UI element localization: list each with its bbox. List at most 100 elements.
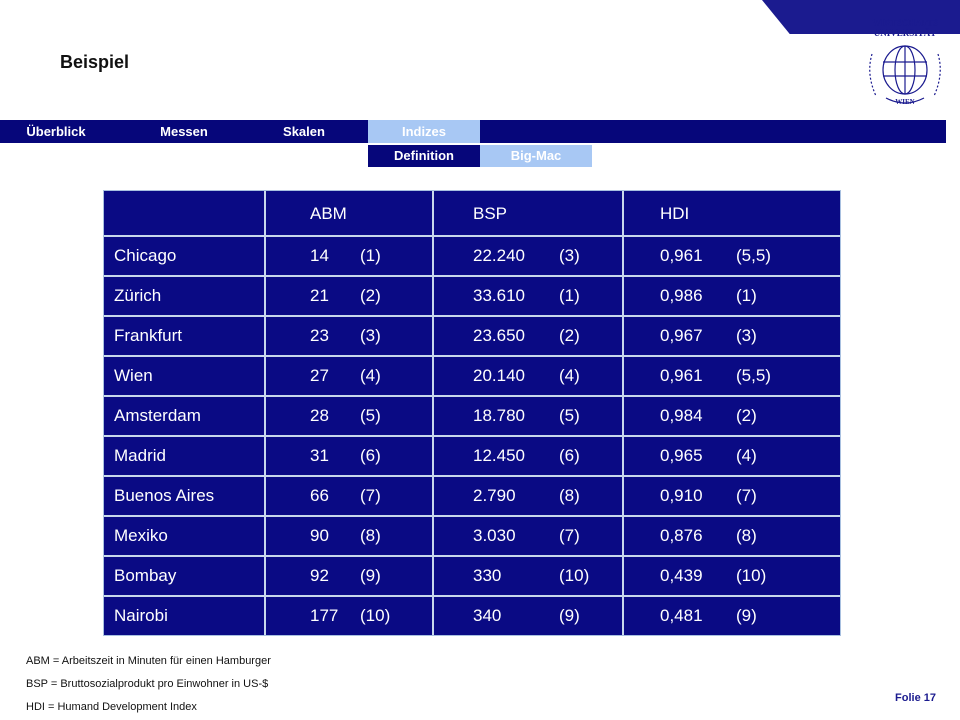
corner-wedge: [762, 0, 960, 34]
cell-abm: 23: [310, 326, 329, 345]
table-row: Buenos Aires 66 (7) 2.790 (8) 0,910 (7): [104, 475, 840, 515]
primary-navigation: Überblick Messen Skalen Indizes: [0, 120, 946, 143]
header-hdi: HDI: [660, 204, 690, 223]
cell-abm-rank: (7): [360, 486, 381, 505]
cell-hdi-rank: (9): [736, 606, 757, 625]
table-row: Frankfurt 23 (3) 23.650 (2) 0,967 (3): [104, 315, 840, 355]
cell-hdi: 0,439: [660, 566, 703, 585]
table-row: Chicago 14 (1) 22.240 (3) 0,961 (5,5): [104, 235, 840, 275]
nav-tab-skalen[interactable]: Skalen: [283, 124, 325, 139]
cell-hdi-rank: (7): [736, 486, 757, 505]
subnav-tab-big-mac[interactable]: Big-Mac: [480, 145, 592, 167]
header-abm: ABM: [310, 204, 347, 223]
cell-bsp-rank: (4): [559, 366, 580, 385]
footnote-bsp: BSP = Bruttosozialprodukt pro Einwohner …: [26, 678, 269, 690]
cell-abm-rank: (1): [360, 246, 381, 265]
nav-tab-messen[interactable]: Messen: [160, 124, 208, 139]
cell-city: Buenos Aires: [114, 486, 215, 505]
cell-bsp: 18.780: [473, 406, 525, 425]
comparison-table: ABM BSP HDI Chicago 14 (1) 22.240 (3) 0,961 (5…: [103, 190, 841, 636]
cell-city: Wien: [114, 366, 153, 385]
cell-city: Madrid: [114, 446, 166, 465]
cell-hdi: 0,961: [660, 366, 703, 385]
slide-title: Beispiel: [60, 52, 130, 72]
column-divider: [622, 191, 624, 635]
cell-bsp: 2.790: [473, 486, 516, 505]
cell-abm-rank: (10): [360, 606, 391, 625]
cell-hdi-rank: (1): [736, 286, 757, 305]
cell-hdi-rank: (8): [736, 526, 757, 545]
table-row: Amsterdam 28 (5) 18.780 (5) 0,984 (2): [104, 395, 840, 435]
cell-bsp-rank: (7): [559, 526, 580, 545]
university-seal-logo: WIRTSCHAFTS UNIVERSITÄT WIEN: [869, 18, 941, 106]
cell-abm-rank: (3): [360, 326, 381, 345]
logo-line3: WIEN: [895, 98, 914, 106]
cell-hdi-rank: (5,5): [736, 366, 771, 385]
cell-abm-rank: (4): [360, 366, 381, 385]
cell-abm: 21: [310, 286, 329, 305]
header-bsp: BSP: [473, 204, 508, 223]
cell-city: Chicago: [114, 246, 177, 265]
cell-bsp: 20.140: [473, 366, 525, 385]
cell-abm-rank: (5): [360, 406, 381, 425]
cell-bsp: 340: [473, 606, 502, 625]
cell-hdi: 0,961: [660, 246, 703, 265]
cell-abm-rank: (2): [360, 286, 381, 305]
nav-tab-indizes[interactable]: Indizes: [368, 120, 480, 143]
cell-bsp: 22.240: [473, 246, 525, 265]
cell-hdi-rank: (10): [736, 566, 767, 585]
logo-line2: UNIVERSITÄT: [874, 28, 937, 38]
cell-hdi-rank: (4): [736, 446, 757, 465]
subnav-tab-definition[interactable]: Definition: [368, 145, 480, 167]
cell-abm: 31: [310, 446, 329, 465]
cell-bsp-rank: (9): [559, 606, 580, 625]
cell-city: Mexiko: [114, 526, 168, 545]
cell-hdi: 0,965: [660, 446, 703, 465]
cell-bsp-rank: (5): [559, 406, 580, 425]
footnote-hdi: HDI = Humand Development Index: [26, 701, 197, 713]
cell-hdi: 0,481: [660, 606, 703, 625]
table-row: Bombay 92 (9) 330 (10) 0,439 (10): [104, 555, 840, 595]
cell-abm: 177: [310, 606, 339, 625]
footnote-abm: ABM = Arbeitszeit in Minuten für einen H…: [26, 655, 271, 667]
cell-bsp: 3.030: [473, 526, 516, 545]
cell-hdi-rank: (3): [736, 326, 757, 345]
table-header-row: ABM BSP HDI: [104, 195, 840, 233]
cell-city: Frankfurt: [114, 326, 183, 345]
cell-hdi: 0,984: [660, 406, 703, 425]
column-divider: [264, 191, 266, 635]
cell-bsp-rank: (1): [559, 286, 580, 305]
cell-abm: 28: [310, 406, 329, 425]
cell-hdi-rank: (5,5): [736, 246, 771, 265]
logo-line1: WIRTSCHAFTS: [872, 18, 938, 28]
cell-abm-rank: (8): [360, 526, 381, 545]
cell-abm-rank: (6): [360, 446, 381, 465]
cell-city: Zürich: [114, 286, 162, 305]
table-row: Zürich 21 (2) 33.610 (1) 0,986 (1): [104, 275, 840, 315]
cell-abm: 14: [310, 246, 329, 265]
table-row: Madrid 31 (6) 12.450 (6) 0,965 (4): [104, 435, 840, 475]
table-row: Nairobi 177 (10) 340 (9) 0,481 (9): [104, 595, 840, 635]
cell-hdi: 0,967: [660, 326, 703, 345]
nav-tab-ueberblick[interactable]: Überblick: [26, 124, 86, 139]
cell-abm-rank: (9): [360, 566, 381, 585]
table-row: Wien 27 (4) 20.140 (4) 0,961 (5,5): [104, 355, 840, 395]
table-row: Mexiko 90 (8) 3.030 (7) 0,876 (8): [104, 515, 840, 555]
cell-hdi: 0,910: [660, 486, 703, 505]
cell-hdi-rank: (2): [736, 406, 757, 425]
cell-bsp-rank: (10): [559, 566, 590, 585]
cell-bsp-rank: (2): [559, 326, 580, 345]
cell-bsp: 23.650: [473, 326, 525, 345]
cell-bsp: 33.610: [473, 286, 525, 305]
cell-abm: 92: [310, 566, 329, 585]
cell-bsp-rank: (6): [559, 446, 580, 465]
cell-city: Amsterdam: [114, 406, 201, 425]
cell-bsp: 330: [473, 566, 502, 585]
cell-city: Nairobi: [114, 606, 168, 625]
column-divider: [432, 191, 434, 635]
cell-abm: 27: [310, 366, 329, 385]
cell-bsp-rank: (8): [559, 486, 580, 505]
cell-hdi: 0,876: [660, 526, 703, 545]
cell-city: Bombay: [114, 566, 177, 585]
cell-abm: 66: [310, 486, 329, 505]
